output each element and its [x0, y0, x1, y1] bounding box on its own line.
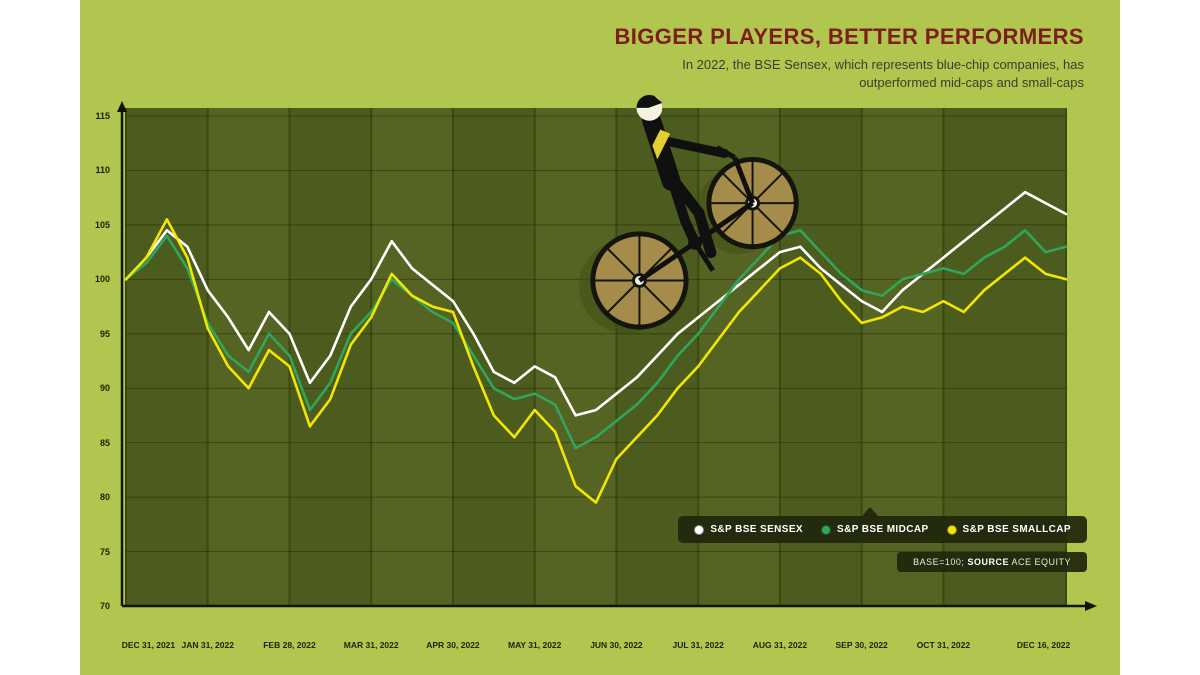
series-line-s-p-bse-sensex — [124, 190, 1068, 417]
legend-label: S&P BSE SMALLCAP — [962, 524, 1071, 535]
x-axis-arrow — [1085, 601, 1097, 611]
y-tick-label: 110 — [95, 165, 110, 176]
legend-label: S&P BSE MIDCAP — [837, 524, 929, 535]
chart-plot: S&P BSE SENSEX S&P BSE MIDCAP S&P BSE SMAL… — [116, 94, 1101, 635]
legend-dot — [821, 524, 831, 535]
x-tick-label: OCT 31, 2022 — [916, 640, 971, 650]
legend-label: S&P BSE SENSEX — [710, 524, 803, 535]
y-tick-label: 105 — [94, 219, 110, 230]
x-tick-label: APR 30, 2022 — [426, 640, 480, 650]
x-tick-label: MAY 31, 2022 — [507, 640, 562, 650]
legend-item-s-p-bse-smallcap: S&P BSE SMALLCAP — [946, 524, 1071, 535]
x-axis-labels: DEC 31, 2021 JAN 31, 2022 FEB 28, 2022 MAR … — [116, 640, 1101, 660]
base-note: BASE=100; — [913, 557, 965, 567]
series-line-s-p-bse-smallcap — [124, 218, 1068, 504]
title-block: BIGGER PLAYERS, BETTER PERFORMERS In 202… — [564, 24, 1084, 91]
x-tick-label: JAN 31, 2022 — [181, 640, 234, 650]
legend-dot — [694, 524, 705, 535]
legend: S&P BSE SENSEX S&P BSE MIDCAP S&P BSE SMAL… — [678, 507, 1087, 543]
y-tick-label: 70 — [99, 601, 110, 611]
y-tick-label: 100 — [94, 274, 110, 285]
x-tick-label: JUL 31, 2022 — [672, 640, 724, 650]
x-tick-label: MAR 31, 2022 — [343, 640, 399, 650]
chart-title: BIGGER PLAYERS, BETTER PERFORMERS — [614, 24, 1084, 49]
y-tick-label: 85 — [99, 437, 110, 448]
chart-subtitle: In 2022, the BSE Sensex, which represent… — [682, 57, 1084, 90]
source-label: SOURCE — [967, 557, 1009, 567]
y-axis-labels: 70 75 80 85 90 95 100 105 110 115 — [80, 100, 114, 635]
y-axis-arrow — [117, 101, 127, 112]
y-tick-label: 95 — [99, 328, 110, 339]
x-tick-label: SEP 30, 2022 — [835, 640, 888, 650]
y-tick-label: 75 — [99, 546, 110, 557]
source-note: BASE=100; SOURCE ACE EQUITY — [897, 552, 1087, 572]
infographic-panel: BIGGER PLAYERS, BETTER PERFORMERS In 202… — [80, 0, 1120, 675]
y-tick-label: 115 — [95, 111, 110, 121]
legend-item-s-p-bse-midcap: S&P BSE MIDCAP — [821, 524, 929, 535]
x-tick-label: AUG 31, 2022 — [752, 640, 808, 650]
series-line-s-p-bse-midcap — [124, 229, 1068, 450]
x-tick-label: JUN 30, 2022 — [590, 640, 643, 650]
legend-pointer — [862, 507, 879, 516]
y-tick-label: 90 — [99, 383, 110, 394]
x-tick-label: DEC 16, 2022 — [1016, 640, 1071, 650]
y-tick-label: 80 — [99, 492, 110, 503]
x-tick-label: FEB 28, 2022 — [263, 640, 316, 650]
legend-items: S&P BSE SENSEX S&P BSE MIDCAP S&P BSE SMAL… — [694, 524, 1071, 535]
legend-item-s-p-bse-sensex: S&P BSE SENSEX — [694, 524, 803, 535]
x-tick-label: DEC 31, 2021 — [121, 640, 176, 650]
legend-dot — [946, 524, 957, 535]
source-value: ACE EQUITY — [1011, 557, 1071, 567]
